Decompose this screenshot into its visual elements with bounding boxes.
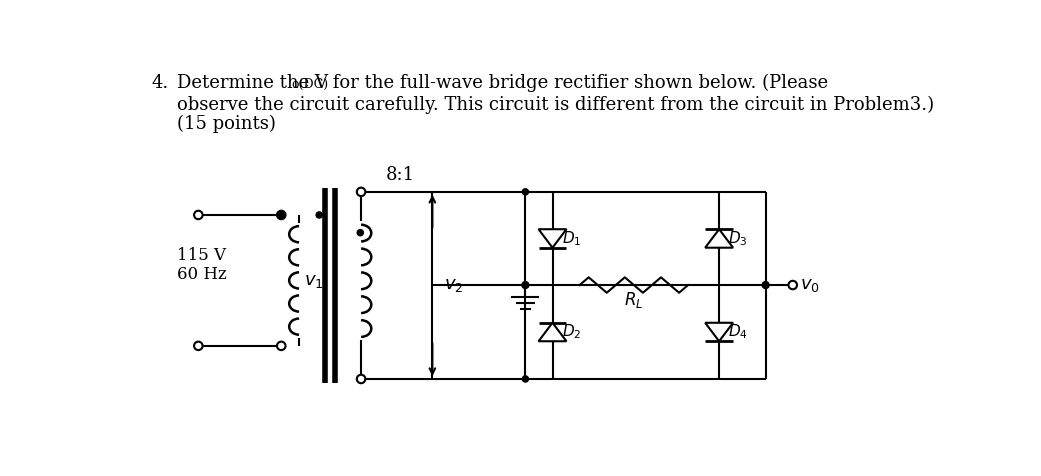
Text: $R_L$: $R_L$ bbox=[625, 290, 643, 310]
Circle shape bbox=[277, 342, 285, 350]
Circle shape bbox=[523, 189, 529, 195]
Text: 60 Hz: 60 Hz bbox=[177, 266, 226, 283]
Circle shape bbox=[194, 211, 203, 219]
Circle shape bbox=[316, 212, 323, 218]
Text: $D_4$: $D_4$ bbox=[729, 323, 748, 341]
Polygon shape bbox=[705, 323, 733, 341]
Circle shape bbox=[277, 211, 285, 219]
Polygon shape bbox=[538, 323, 566, 341]
Text: $D_2$: $D_2$ bbox=[562, 323, 581, 341]
Text: 8:1: 8:1 bbox=[386, 166, 415, 184]
Text: $D_1$: $D_1$ bbox=[562, 229, 581, 248]
Circle shape bbox=[357, 375, 365, 383]
Circle shape bbox=[788, 281, 797, 289]
Circle shape bbox=[523, 376, 529, 382]
Text: 4.: 4. bbox=[152, 74, 169, 92]
Text: $v_1$: $v_1$ bbox=[305, 272, 324, 290]
Polygon shape bbox=[705, 229, 733, 248]
Text: for the full-wave bridge rectifier shown below. (Please: for the full-wave bridge rectifier shown… bbox=[327, 74, 828, 92]
Text: Determine the V: Determine the V bbox=[177, 74, 328, 92]
Text: $v_2$: $v_2$ bbox=[445, 276, 463, 294]
Circle shape bbox=[762, 282, 769, 288]
Text: (15 points): (15 points) bbox=[177, 115, 276, 133]
Circle shape bbox=[522, 282, 529, 288]
Text: $v_0$: $v_0$ bbox=[801, 276, 820, 294]
Circle shape bbox=[357, 229, 363, 236]
Text: $D_3$: $D_3$ bbox=[729, 229, 748, 248]
Circle shape bbox=[357, 188, 365, 196]
Circle shape bbox=[194, 342, 203, 350]
Text: observe the circuit carefully. This circuit is different from the circuit in Pro: observe the circuit carefully. This circ… bbox=[177, 96, 934, 114]
Text: 115 V: 115 V bbox=[177, 247, 226, 264]
Circle shape bbox=[278, 212, 284, 218]
Polygon shape bbox=[538, 229, 566, 248]
Text: o(DC): o(DC) bbox=[291, 78, 329, 91]
